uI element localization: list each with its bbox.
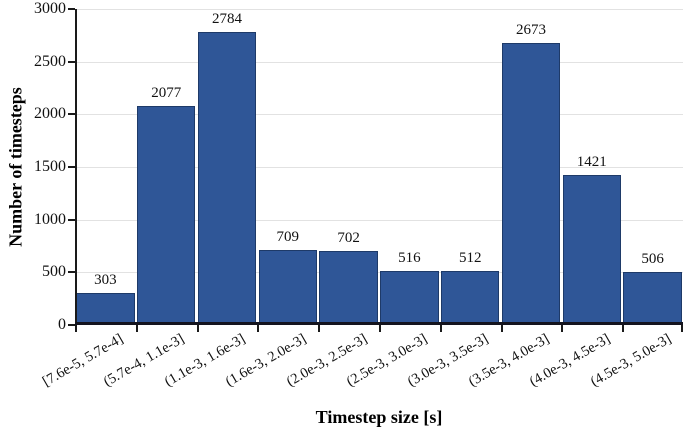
bar-value-label: 303 [94, 272, 117, 289]
bar [623, 271, 682, 325]
bar [258, 250, 317, 325]
x-tick-mark [561, 325, 564, 332]
gridline [75, 61, 683, 63]
y-tick-mark [68, 218, 75, 221]
bar-value-label: 512 [458, 250, 482, 267]
x-tick-mark [75, 325, 77, 332]
bar [380, 270, 439, 325]
y-tick-mark [68, 60, 75, 63]
bar-value-label: 516 [398, 249, 421, 266]
x-axis-line [75, 322, 683, 325]
y-tick-mark [68, 166, 75, 168]
y-tick-label: 500 [42, 263, 66, 281]
gridline [75, 167, 683, 168]
bar-value-label: 506 [641, 250, 664, 267]
plot-area: 303 2077 2784 709 702 516 512 2673 1421 506 [68, 8, 683, 332]
x-tick-mark [257, 325, 260, 332]
y-tick-label: 2000 [34, 105, 66, 123]
gridline [75, 219, 683, 221]
y-tick-label: 1000 [34, 210, 66, 228]
x-tick-mark [135, 325, 138, 332]
y-tick-mark [68, 8, 75, 10]
bar-value-label: 2673 [515, 22, 546, 39]
bar-value-label: 2784 [211, 10, 242, 27]
x-axis-title: Timestep size [s] [315, 407, 443, 427]
gridline [75, 272, 683, 274]
y-tick-mark [68, 113, 75, 116]
bar [501, 43, 561, 325]
y-tick-label: 0 [58, 316, 66, 333]
gridline [75, 9, 683, 10]
gridline [75, 114, 683, 116]
bar-value-label: 1421 [576, 154, 607, 171]
y-axis-line [75, 9, 77, 325]
y-tick-label: 1500 [34, 158, 66, 175]
x-tick-mark [379, 325, 381, 332]
x-tick-mark [622, 325, 625, 332]
bar [562, 175, 621, 325]
x-tick-mark [318, 325, 321, 332]
bar [137, 106, 196, 325]
x-tick-mark [681, 325, 683, 332]
bar-value-label: 2077 [151, 85, 182, 102]
bar [319, 251, 378, 325]
bar [441, 271, 500, 325]
bar [76, 293, 135, 325]
y-tick-mark [68, 324, 75, 326]
bar-value-label: 709 [276, 229, 300, 246]
x-tick-mark [439, 325, 442, 332]
bar-value-label: 702 [337, 230, 360, 247]
x-tick-mark [196, 325, 199, 332]
y-tick-label: 3000 [34, 0, 66, 17]
x-tick-mark [500, 325, 503, 332]
y-tick-mark [68, 271, 75, 274]
y-tick-label: 2500 [34, 52, 66, 70]
bar [197, 31, 257, 325]
